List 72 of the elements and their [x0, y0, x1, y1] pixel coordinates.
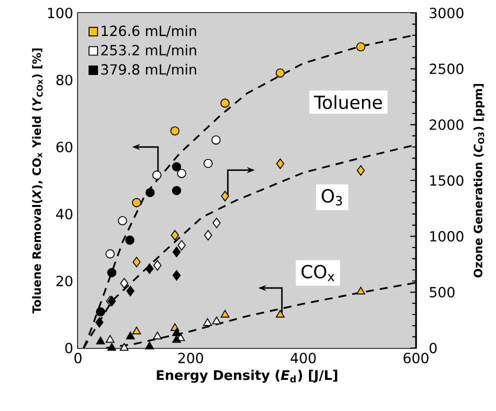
point [152, 170, 162, 180]
point [172, 270, 181, 281]
point [145, 263, 154, 274]
y-tick-label: 60 [56, 142, 72, 152]
y2-tick-label: 2000 [430, 119, 464, 130]
x-axis-title: Energy Density (E$_{d}$) [J/L] [156, 370, 338, 383]
point [106, 334, 115, 343]
point [212, 218, 221, 228]
point [204, 158, 213, 168]
legend-label: 379.8 mL/min [101, 64, 196, 76]
point [145, 342, 154, 350]
point [178, 240, 186, 251]
point [120, 343, 129, 351]
point [126, 286, 134, 296]
point [107, 343, 116, 351]
point [356, 42, 366, 52]
x-tick-label: 600 [404, 352, 428, 364]
point [172, 162, 182, 172]
y2-tick-label: 1500 [430, 175, 464, 186]
point [203, 318, 212, 326]
x-tick-label: 0 [74, 352, 82, 364]
point [107, 268, 116, 278]
point [172, 186, 182, 196]
legend-label: 253.2 mL/min [101, 44, 196, 57]
y2-tick-label: 1000 [430, 231, 464, 242]
point [172, 328, 181, 336]
point [220, 190, 230, 202]
y2-tick-label: 2500 [430, 64, 464, 74]
point [96, 307, 106, 316]
point [276, 68, 285, 78]
y-tick-label: 80 [56, 74, 72, 86]
point [220, 98, 230, 108]
point [170, 230, 179, 240]
annotation: O$_{3}$ [322, 189, 342, 206]
point [132, 326, 141, 334]
point [356, 165, 365, 176]
point [356, 286, 366, 294]
point [126, 332, 135, 340]
legend-label: 126.6 mL/min [102, 25, 196, 38]
point [120, 278, 128, 289]
point [153, 332, 162, 340]
y2-tick-label: 3000 [430, 8, 464, 18]
y-axis-title: Toluene Removal(X), CO$_{x}$ Yield (Y$_{COx}$) [%] [32, 48, 43, 314]
point [204, 230, 212, 240]
point [153, 260, 162, 271]
point [106, 249, 115, 258]
point [211, 135, 221, 145]
y-tick-label: 20 [56, 276, 72, 286]
point [146, 188, 155, 198]
y-tick-label: 40 [56, 208, 72, 220]
y2-tick-label: 500 [430, 286, 454, 298]
point [125, 236, 134, 245]
point [95, 317, 104, 328]
y2-axis-title: Ozone Generation (C$_{O3}$) [ppm] [474, 84, 485, 278]
point [170, 126, 180, 136]
annotation: Toluene [314, 95, 382, 110]
x-tick-label: 200 [178, 352, 204, 364]
x-tick-label: 400 [290, 352, 316, 364]
y2-tick-label: 0 [430, 342, 437, 354]
point [220, 310, 230, 318]
y-tick-label: 0 [65, 342, 72, 354]
point [276, 158, 284, 170]
point [276, 310, 285, 318]
point [212, 316, 221, 324]
point [177, 168, 186, 178]
point [132, 198, 142, 208]
annotation: CO$_{x}$ [302, 264, 334, 282]
point [96, 336, 105, 344]
point [172, 246, 181, 258]
point [132, 256, 141, 268]
point [118, 216, 128, 226]
y-tick-label: 100 [48, 8, 72, 18]
